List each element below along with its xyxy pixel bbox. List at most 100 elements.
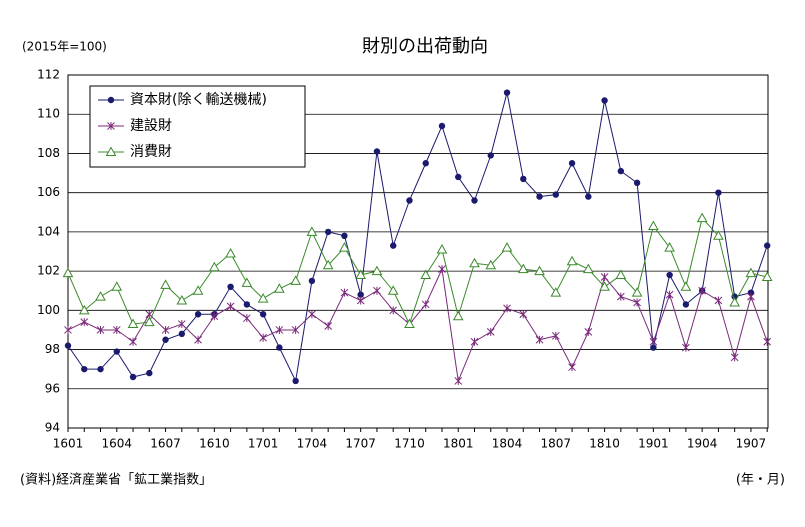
point	[617, 167, 625, 175]
point	[274, 283, 285, 293]
point	[452, 310, 464, 321]
point	[584, 327, 593, 336]
point	[404, 318, 415, 329]
point	[357, 291, 364, 298]
point	[324, 322, 333, 331]
point	[371, 265, 383, 276]
point	[192, 285, 204, 295]
point	[373, 148, 381, 155]
point	[95, 291, 106, 301]
point	[306, 226, 318, 236]
point	[97, 365, 104, 373]
y-tick-label: 110	[37, 107, 60, 121]
point	[308, 310, 316, 319]
point	[469, 257, 480, 268]
point	[291, 325, 300, 334]
point	[78, 304, 90, 315]
point	[257, 293, 269, 303]
legend-label: 消費財	[130, 144, 172, 160]
point	[503, 89, 511, 96]
point	[341, 232, 348, 240]
x-tick-label: 1607	[150, 437, 181, 451]
point	[355, 269, 367, 280]
point	[161, 325, 170, 334]
point	[485, 259, 497, 270]
point	[745, 267, 757, 278]
point	[143, 316, 155, 327]
point	[339, 242, 350, 252]
point	[680, 281, 692, 291]
point	[107, 122, 115, 130]
point	[585, 193, 592, 200]
legend-box	[89, 85, 306, 168]
source: (資料)経済産業省「鉱工業指数」	[20, 472, 212, 488]
point	[713, 230, 724, 240]
x-tick-label: 1701	[248, 437, 279, 451]
x-tick-label: 1710	[394, 437, 425, 451]
point	[292, 377, 299, 385]
y-tick-label: 104	[37, 224, 60, 238]
point	[682, 301, 690, 308]
point	[162, 336, 169, 343]
point	[421, 300, 430, 309]
point	[454, 376, 463, 385]
point	[389, 306, 398, 315]
x-tick-label: 1601	[53, 437, 84, 451]
point	[243, 301, 251, 308]
x-tick-label: 1804	[492, 437, 523, 451]
point	[146, 369, 153, 377]
x-tick-label: 1704	[297, 437, 328, 451]
point	[64, 325, 72, 334]
point	[64, 342, 72, 349]
point	[470, 337, 479, 346]
point	[599, 281, 610, 291]
point	[194, 311, 202, 318]
point	[665, 290, 674, 299]
point	[551, 331, 560, 340]
point	[471, 197, 478, 204]
point	[178, 330, 186, 338]
point	[177, 320, 186, 329]
point	[422, 160, 429, 167]
point	[761, 271, 773, 281]
point	[568, 363, 576, 372]
x-tick-label: 1807	[541, 437, 572, 451]
point	[601, 97, 608, 104]
point	[536, 193, 543, 200]
point	[438, 265, 446, 274]
chart-title: 財別の出荷動向	[362, 36, 488, 57]
point	[356, 296, 365, 305]
series-line	[67, 267, 768, 383]
point	[714, 296, 723, 305]
point	[616, 292, 625, 301]
plot-border	[67, 74, 769, 429]
point	[96, 325, 105, 334]
point	[259, 311, 267, 318]
point	[208, 261, 220, 272]
y-tick-label: 102	[37, 264, 60, 278]
point	[127, 318, 139, 329]
point	[226, 302, 235, 311]
point	[566, 255, 578, 266]
point	[373, 286, 381, 295]
series-line	[67, 92, 768, 383]
point	[633, 298, 641, 307]
point	[276, 344, 283, 351]
point	[241, 277, 253, 287]
point	[290, 275, 301, 285]
point	[420, 269, 432, 280]
point	[112, 325, 121, 334]
point	[107, 96, 115, 104]
point	[225, 247, 236, 258]
point	[648, 220, 659, 231]
point	[763, 337, 772, 346]
point	[160, 279, 171, 289]
series-line	[67, 217, 768, 326]
point	[600, 272, 609, 281]
point	[129, 373, 137, 381]
point	[696, 212, 708, 223]
point	[550, 287, 562, 297]
point	[80, 318, 89, 327]
point	[324, 228, 332, 236]
